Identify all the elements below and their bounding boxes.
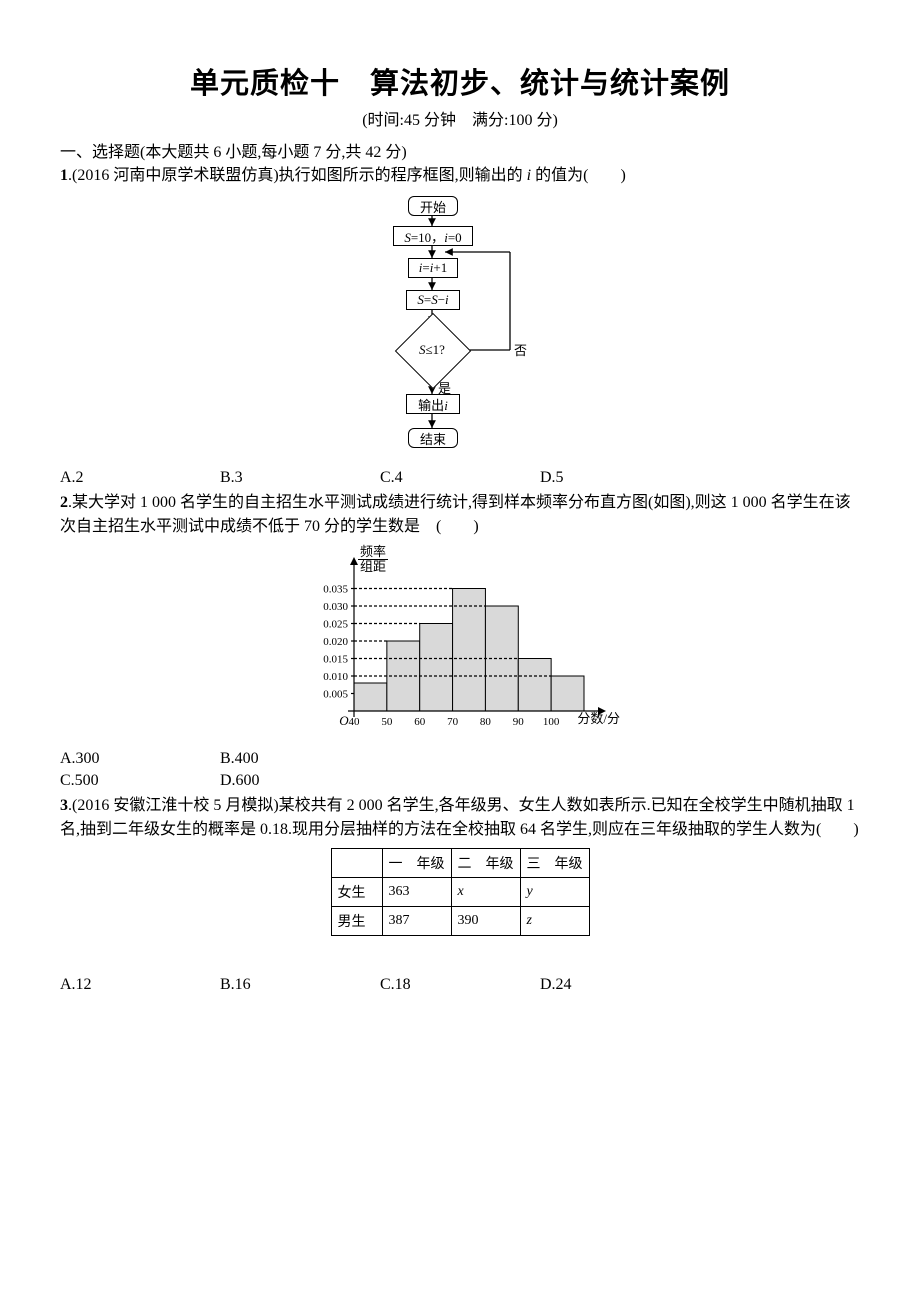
q1-optA: A.2 [60,469,220,487]
svg-text:70: 70 [447,716,459,728]
td-male-label: 男生 [331,907,382,936]
fc-end: 结束 [408,428,458,448]
q2-optA: A.300 [60,750,220,768]
th-grade3: 三 年级 [520,849,589,878]
fc-step2: S=S−i [406,290,460,310]
q1-options: A.2 B.3 C.4 D.5 [60,469,860,487]
td: 363 [382,878,451,907]
svg-text:80: 80 [480,716,492,728]
fc-out: 输出i [406,394,460,414]
q2-text: 2.某大学对 1 000 名学生的自主招生水平测试成绩进行统计,得到样本频率分布… [60,491,860,539]
q2-options: A.300 B.400 [60,750,860,768]
q3-optA: A.12 [60,976,220,994]
svg-text:50: 50 [381,716,393,728]
svg-text:0.010: 0.010 [323,671,348,683]
svg-text:0.025: 0.025 [323,619,348,631]
page-title: 单元质检十 算法初步、统计与统计案例 [60,60,860,102]
fc-start: 开始 [408,196,458,216]
svg-text:100: 100 [543,716,560,728]
svg-text:0.030: 0.030 [323,601,348,613]
q2-body: .某大学对 1 000 名学生的自主招生水平测试成绩进行统计,得到样本频率分布直… [60,494,851,535]
q3-optB: B.16 [220,976,380,994]
fc-init: S=10，i=0 [393,226,473,246]
table-header-row: 一 年级 二 年级 三 年级 [331,849,589,878]
td: y [520,878,589,907]
q1-optC: C.4 [380,469,540,487]
svg-text:O: O [339,713,349,728]
svg-text:0.035: 0.035 [323,584,348,596]
q2-optC: C.500 [60,772,220,790]
q1-body2: 的值为( ) [531,167,626,184]
q2-options-2: C.500 D.600 [60,772,860,790]
td: 390 [451,907,520,936]
fc-step1: i=i+1 [408,258,458,278]
th-blank [331,849,382,878]
q3-options: A.12 B.16 C.18 D.24 [60,976,860,994]
q3-body: .(2016 安徽江淮十校 5 月模拟)某校共有 2 000 名学生,各年级男、… [60,797,859,838]
td: x [451,878,520,907]
q1-text: 1.(2016 河南中原学术联盟仿真)执行如图所示的程序框图,则输出的 i 的值… [60,164,860,188]
q3-optC: C.18 [380,976,540,994]
fc-cond: S≤1? [402,342,462,358]
svg-text:40: 40 [349,716,361,728]
q3-text: 3.(2016 安徽江淮十校 5 月模拟)某校共有 2 000 名学生,各年级男… [60,794,860,842]
svg-text:90: 90 [513,716,525,728]
q1-optB: B.3 [220,469,380,487]
q2-num: 2 [60,494,68,511]
table-row: 女生 363 x y [331,878,589,907]
fc-no: 否 [514,340,527,359]
q2-histogram: 0.005 0.010 0.015 0.020 0.025 0.030 0.035 40 50 6… [60,547,860,742]
subtitle: (时间:45 分钟 满分:100 分) [60,106,860,130]
td: 387 [382,907,451,936]
q3-optD: D.24 [540,976,700,994]
q1-flowchart: 开始 S=10，i=0 i=i+1 S=S−i S≤1? 否 是 输出i 结束 [60,196,860,461]
svg-text:0.020: 0.020 [323,636,348,648]
svg-text:0.015: 0.015 [323,654,348,666]
q1-optD: D.5 [540,469,700,487]
section-heading: 一、选择题(本大题共 6 小题,每小题 7 分,共 42 分) [60,138,860,162]
q1-num: 1 [60,167,68,184]
th-grade1: 一 年级 [382,849,451,878]
q2-optD: D.600 [220,772,380,790]
td-female-label: 女生 [331,878,382,907]
q3-num: 3 [60,797,68,814]
td: z [520,907,589,936]
table-row: 男生 387 390 z [331,907,589,936]
q2-optB: B.400 [220,750,380,768]
svg-text:60: 60 [414,716,426,728]
q1-body: .(2016 河南中原学术联盟仿真)执行如图所示的程序框图,则输出的 [68,167,527,184]
th-grade2: 二 年级 [451,849,520,878]
q3-table: 一 年级 二 年级 三 年级 女生 363 x y 男生 387 390 z [331,848,590,936]
svg-text:0.005: 0.005 [323,689,348,701]
